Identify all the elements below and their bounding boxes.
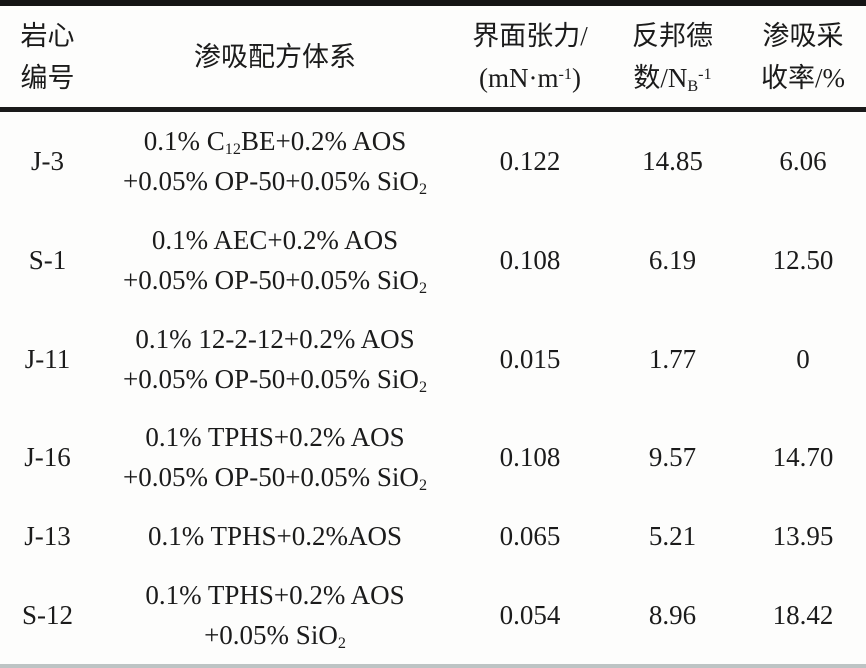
table-header-row: 岩心 编号 渗吸配方体系 界面张力/ (mN·m-1) 反邦德 数/NB-1 渗… bbox=[0, 6, 866, 107]
bond-number-cell: 1.77 bbox=[605, 339, 740, 379]
core-id-text: J-3 bbox=[31, 146, 64, 177]
recovery-value: 0 bbox=[796, 343, 810, 374]
formula-line: +0.05% SiO2 bbox=[204, 619, 346, 652]
recovery-value: 13.95 bbox=[772, 521, 834, 552]
bond-number-value: 9.57 bbox=[648, 442, 697, 473]
header-cell-core-id: 岩心 编号 bbox=[0, 15, 95, 99]
core-id-cell: S-12 bbox=[0, 595, 95, 635]
recovery-value: 18.42 bbox=[772, 599, 834, 630]
header-bond-line2: 数/NB-1 bbox=[633, 62, 712, 95]
table-row: J-16 0.1% TPHS+0.2% AOS +0.05% OP-50+0.0… bbox=[0, 408, 866, 507]
interfacial-tension-cell: 0.122 bbox=[455, 141, 605, 181]
bond-number-value: 6.19 bbox=[648, 245, 697, 275]
interfacial-tension-value: 0.122 bbox=[499, 146, 561, 177]
table-row: S-12 0.1% TPHS+0.2% AOS +0.05% SiO2 0.05… bbox=[0, 565, 866, 664]
header-cell-interfacial-tension: 界面张力/ (mN·m-1) bbox=[455, 15, 605, 99]
table-bottom-rule bbox=[0, 664, 866, 668]
recovery-cell: 18.42 bbox=[740, 595, 866, 635]
formula-line: +0.05% OP-50+0.05% SiO2 bbox=[122, 363, 428, 396]
header-ift-line1: 界面张力/ bbox=[472, 20, 588, 51]
interfacial-tension-value: 0.054 bbox=[499, 599, 561, 630]
recovery-cell: 13.95 bbox=[740, 516, 866, 556]
table-body: J-3 0.1% C12BE+0.2% AOS +0.05% OP-50+0.0… bbox=[0, 112, 866, 664]
bond-number-cell: 14.85 bbox=[605, 141, 740, 181]
formula-line: 0.1% TPHS+0.2% AOS bbox=[145, 422, 405, 453]
bond-number-value: 14.85 bbox=[642, 146, 703, 177]
header-bond-line1: 反邦德 bbox=[632, 20, 713, 51]
recovery-value: 6.06 bbox=[779, 146, 827, 177]
formula-line: 0.1% TPHS+0.2%AOS bbox=[147, 521, 402, 552]
formula-cell: 0.1% AEC+0.2% AOS +0.05% OP-50+0.05% SiO… bbox=[95, 220, 455, 300]
formula-line: +0.05% OP-50+0.05% SiO2 bbox=[122, 265, 428, 298]
formula-cell: 0.1% 12-2-12+0.2% AOS +0.05% OP-50+0.05%… bbox=[95, 319, 455, 399]
core-id-cell: S-1 bbox=[0, 240, 95, 280]
header-divider-rule bbox=[0, 107, 866, 112]
core-id-cell: J-3 bbox=[0, 141, 95, 181]
interfacial-tension-value: 0.065 bbox=[499, 521, 561, 552]
interfacial-tension-value: 0.108 bbox=[499, 245, 561, 275]
interfacial-tension-cell: 0.054 bbox=[455, 595, 605, 635]
core-id-text: S-12 bbox=[21, 599, 73, 630]
recovery-value: 14.70 bbox=[772, 442, 834, 473]
header-recovery-line2: 收率/% bbox=[761, 62, 845, 93]
formula-line: +0.05% OP-50+0.05% SiO2 bbox=[122, 462, 428, 495]
core-id-cell: J-11 bbox=[0, 339, 95, 379]
bond-number-value: 1.77 bbox=[648, 343, 697, 374]
core-id-text: J-11 bbox=[24, 343, 71, 374]
header-cell-formula-system: 渗吸配方体系 bbox=[95, 36, 455, 78]
header-recovery-line1: 渗吸采 bbox=[762, 20, 844, 51]
table-row: J-13 0.1% TPHS+0.2%AOS 0.065 5.21 13.95 bbox=[0, 507, 866, 566]
interfacial-tension-cell: 0.065 bbox=[455, 516, 605, 556]
header-ift-line2: (mN·m-1) bbox=[479, 62, 581, 93]
core-id-text: J-16 bbox=[24, 442, 71, 473]
header-cell-inverse-bond-number: 反邦德 数/NB-1 bbox=[605, 15, 740, 99]
bond-number-cell: 6.19 bbox=[605, 240, 740, 280]
formula-line: 0.1% AEC+0.2% AOS bbox=[151, 225, 399, 255]
formula-line: 0.1% TPHS+0.2% AOS bbox=[145, 579, 405, 610]
bond-number-value: 5.21 bbox=[648, 521, 697, 552]
recovery-cell: 12.50 bbox=[740, 240, 866, 280]
formula-cell: 0.1% C12BE+0.2% AOS +0.05% OP-50+0.05% S… bbox=[95, 121, 455, 201]
table-row: S-1 0.1% AEC+0.2% AOS +0.05% OP-50+0.05%… bbox=[0, 211, 866, 310]
recovery-cell: 6.06 bbox=[740, 141, 866, 181]
header-formula-line1: 渗吸配方体系 bbox=[194, 41, 356, 72]
table-row: J-3 0.1% C12BE+0.2% AOS +0.05% OP-50+0.0… bbox=[0, 112, 866, 211]
formula-cell: 0.1% TPHS+0.2% AOS +0.05% OP-50+0.05% Si… bbox=[95, 417, 455, 497]
formula-cell: 0.1% TPHS+0.2%AOS bbox=[95, 516, 455, 556]
formula-line: 0.1% 12-2-12+0.2% AOS bbox=[135, 323, 415, 354]
core-id-text: J-13 bbox=[24, 521, 71, 552]
core-id-text: S-1 bbox=[28, 245, 67, 275]
interfacial-tension-cell: 0.108 bbox=[455, 437, 605, 477]
interfacial-tension-value: 0.015 bbox=[499, 343, 561, 374]
formula-cell: 0.1% TPHS+0.2% AOS +0.05% SiO2 bbox=[95, 575, 455, 655]
core-id-cell: J-13 bbox=[0, 516, 95, 556]
recovery-cell: 14.70 bbox=[740, 437, 866, 477]
interfacial-tension-value: 0.108 bbox=[499, 442, 561, 473]
bond-number-cell: 9.57 bbox=[605, 437, 740, 477]
core-id-cell: J-16 bbox=[0, 437, 95, 477]
table-row: J-11 0.1% 12-2-12+0.2% AOS +0.05% OP-50+… bbox=[0, 309, 866, 408]
bond-number-cell: 8.96 bbox=[605, 595, 740, 635]
interfacial-tension-cell: 0.108 bbox=[455, 240, 605, 280]
formula-line: 0.1% C12BE+0.2% AOS bbox=[143, 126, 407, 159]
table-top-rule bbox=[0, 0, 866, 6]
header-core-line2: 编号 bbox=[20, 62, 75, 93]
header-core-line1: 岩心 bbox=[20, 20, 75, 51]
recovery-cell: 0 bbox=[740, 339, 866, 379]
bond-number-value: 8.96 bbox=[648, 599, 697, 630]
bond-number-cell: 5.21 bbox=[605, 516, 740, 556]
interfacial-tension-cell: 0.015 bbox=[455, 339, 605, 379]
formula-line: +0.05% OP-50+0.05% SiO2 bbox=[122, 166, 428, 199]
recovery-value: 12.50 bbox=[772, 245, 834, 275]
header-cell-recovery: 渗吸采 收率/% bbox=[740, 15, 866, 99]
